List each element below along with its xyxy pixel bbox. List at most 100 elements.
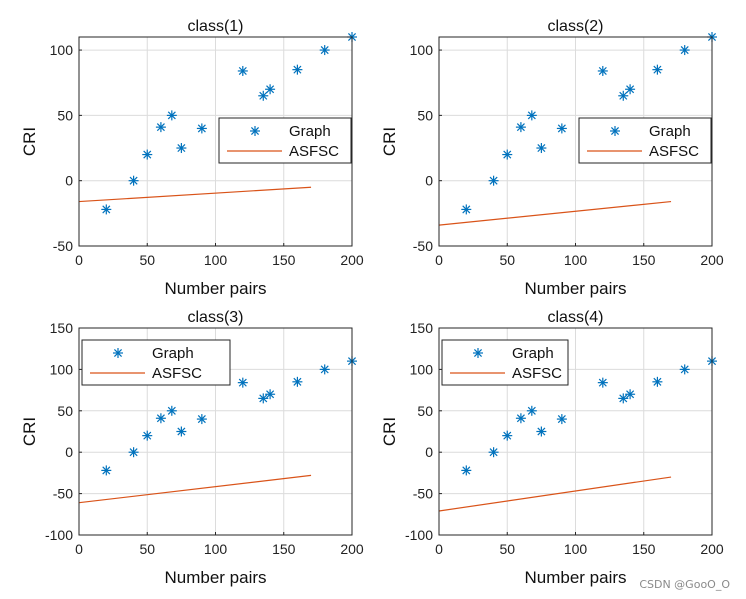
x-tick-label: 0 (435, 252, 443, 268)
data-point-graph (652, 376, 663, 387)
x-tick-label: 0 (75, 252, 83, 268)
y-tick-label: -50 (413, 238, 433, 254)
data-point-graph (488, 175, 499, 186)
data-point-graph (679, 45, 690, 56)
legend: Graph ASFSC (441, 339, 569, 386)
x-tick-label: 50 (499, 541, 515, 557)
marker-stroke (503, 431, 512, 440)
data-point-graph (237, 65, 248, 76)
marker-stroke (503, 150, 512, 159)
subplot-title: class(1) (187, 18, 243, 35)
data-point-graph (536, 426, 547, 437)
x-tick-label: 50 (139, 252, 155, 268)
y-tick-label: 50 (57, 403, 73, 419)
data-point-graph (142, 149, 153, 160)
marker-stroke (129, 176, 138, 185)
data-point-graph (155, 413, 166, 424)
marker-stroke (129, 448, 138, 457)
x-tick-label: 200 (340, 541, 364, 557)
y-tick-label: 150 (50, 320, 74, 336)
data-point-graph (128, 175, 139, 186)
marker-stroke (489, 448, 498, 457)
x-axis-label: Number pairs (164, 279, 266, 298)
x-tick-label: 200 (700, 252, 724, 268)
data-point-graph (128, 447, 139, 458)
y-tick-label: 0 (425, 173, 433, 189)
data-point-graph (166, 405, 177, 416)
legend-label-graph: Graph (152, 345, 194, 362)
legend-label-asfsc: ASFSC (289, 143, 339, 160)
marker-stroke (557, 415, 566, 424)
x-axis-label: Number pairs (524, 279, 626, 298)
subplot-3: 0 50 100 150 200 -100 -50 0 50 100 150 class(3) Numb… (20, 309, 364, 587)
marker-stroke (680, 365, 689, 374)
marker-stroke (167, 406, 176, 415)
y-tick-label: 100 (50, 361, 74, 377)
data-point-graph (536, 143, 547, 154)
marker-stroke (102, 205, 111, 214)
x-tick-label: 150 (632, 541, 656, 557)
axes-box (78, 36, 353, 247)
legend-box (578, 117, 712, 164)
x-tick-label: 100 (204, 541, 228, 557)
y-tick-label: 50 (57, 107, 73, 123)
y-tick-label: 0 (65, 173, 73, 189)
x-tick-label: 100 (204, 252, 228, 268)
y-tick-label: -100 (45, 527, 73, 543)
legend-label-asfsc: ASFSC (649, 143, 699, 160)
y-axis-label: CRI (380, 127, 399, 156)
marker-stroke (626, 85, 635, 94)
marker-stroke (680, 46, 689, 55)
marker-stroke (619, 91, 628, 100)
marker-stroke (197, 415, 206, 424)
marker-stroke (102, 466, 111, 475)
marker-stroke (259, 91, 268, 100)
marker-stroke (177, 144, 186, 153)
marker-stroke (320, 365, 329, 374)
legend-label-graph: Graph (289, 123, 331, 140)
marker-stroke (266, 85, 275, 94)
x-axis-label: Number pairs (524, 568, 626, 587)
axes-box (438, 327, 713, 536)
data-point-graph (265, 389, 276, 400)
y-tick-label: 0 (65, 444, 73, 460)
marker-stroke (516, 123, 525, 132)
x-tick-label: 50 (499, 252, 515, 268)
marker-stroke (489, 176, 498, 185)
x-tick-label: 200 (340, 252, 364, 268)
y-tick-label: -50 (413, 486, 433, 502)
axes-box (438, 36, 713, 247)
marker-stroke (250, 126, 260, 136)
watermark: CSDN @GooO_O (639, 578, 730, 591)
marker-stroke (557, 124, 566, 133)
data-point-graph (502, 430, 513, 441)
marker-stroke (167, 111, 176, 120)
marker-stroke (537, 144, 546, 153)
marker-stroke (143, 431, 152, 440)
data-point-graph (556, 123, 567, 134)
data-point-graph (618, 393, 629, 404)
legend-label-graph: Graph (512, 345, 554, 362)
data-point-graph (101, 204, 112, 215)
x-tick-label: 50 (139, 541, 155, 557)
marker-stroke (610, 126, 620, 136)
marker-stroke (156, 123, 165, 132)
marker-stroke (293, 377, 302, 386)
legend: Graph ASFSC (218, 117, 352, 164)
marker-stroke (462, 466, 471, 475)
legend: Graph ASFSC (578, 117, 712, 164)
y-axis-label: CRI (380, 417, 399, 446)
data-point-graph (625, 84, 636, 95)
x-tick-label: 150 (272, 541, 296, 557)
legend: Graph ASFSC (81, 339, 231, 386)
marker-stroke (527, 406, 536, 415)
x-tick-label: 100 (564, 541, 588, 557)
marker-stroke (653, 65, 662, 74)
marker-stroke (197, 124, 206, 133)
y-tick-label: 100 (410, 361, 434, 377)
marker-stroke (626, 390, 635, 399)
legend-marker-graph (473, 348, 483, 358)
marker-stroke (527, 111, 536, 120)
data-point-graph (196, 123, 207, 134)
